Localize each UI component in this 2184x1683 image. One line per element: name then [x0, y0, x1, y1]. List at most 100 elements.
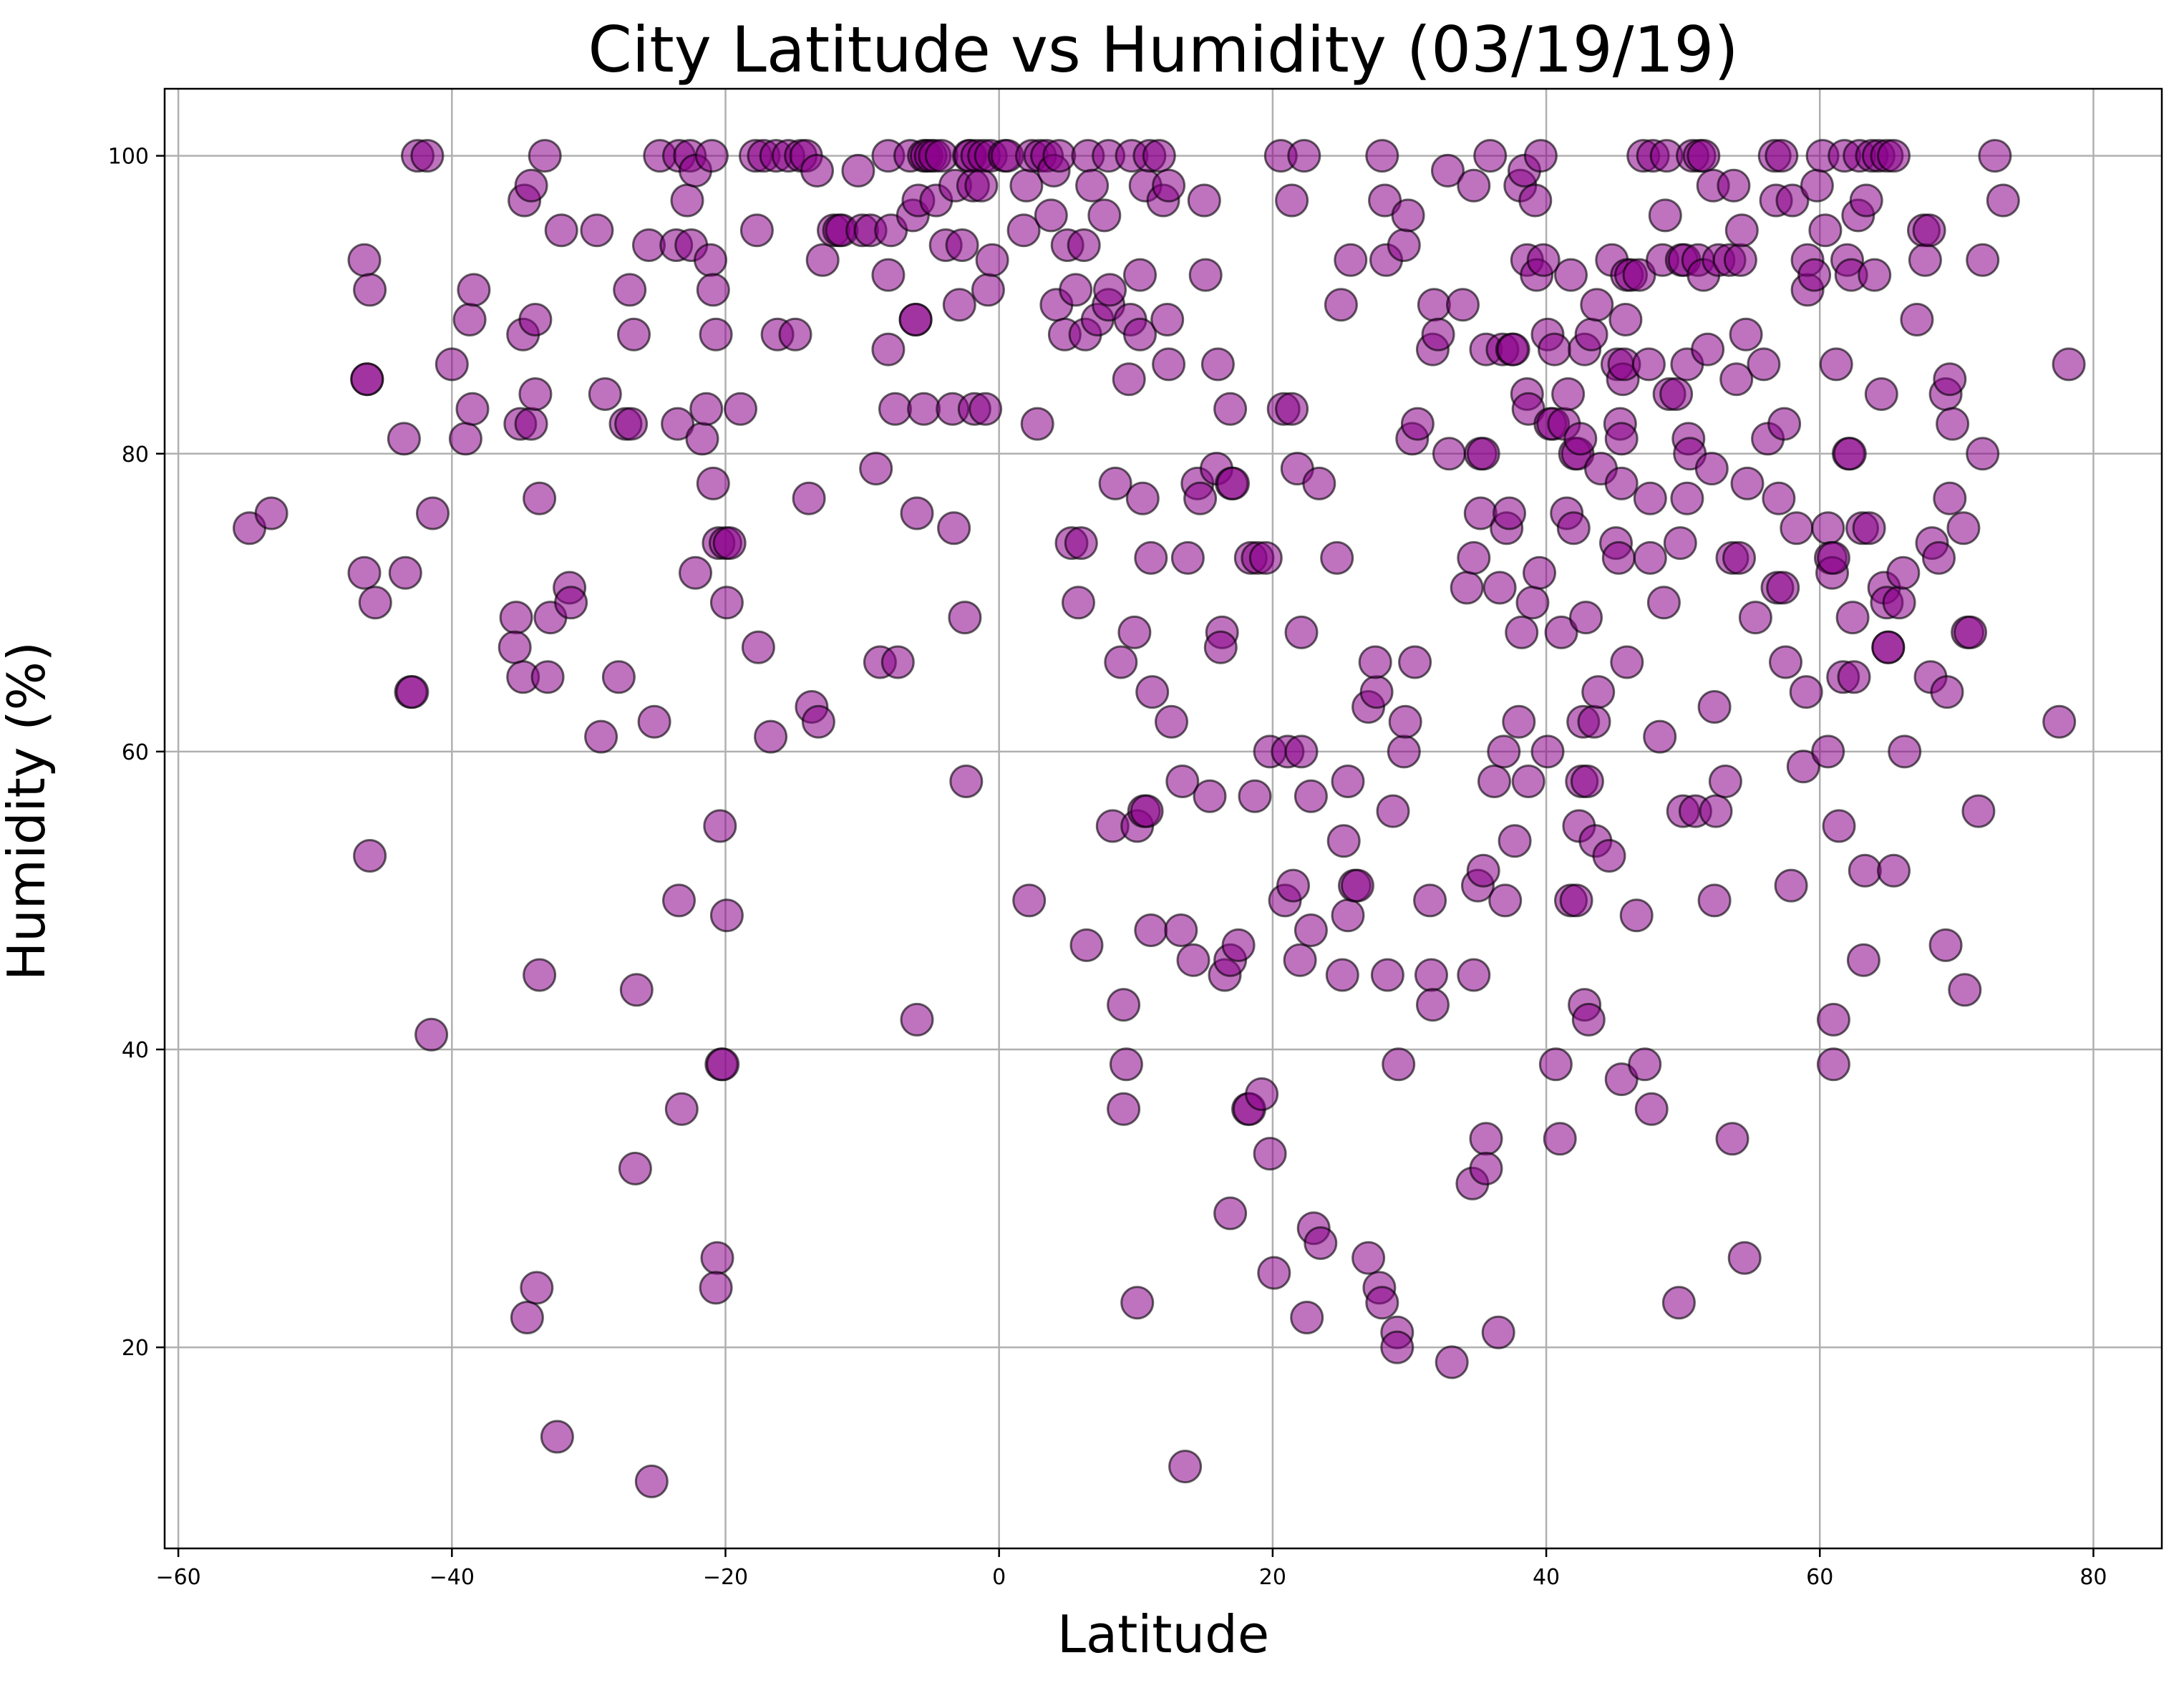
- data-point: [1257, 1256, 1291, 1290]
- data-point: [801, 704, 835, 739]
- data-point: [1358, 645, 1392, 679]
- data-point: [1780, 511, 1814, 545]
- data-point: [1193, 779, 1227, 813]
- data-point: [1488, 883, 1523, 918]
- data-point: [841, 153, 875, 188]
- data-point: [880, 645, 915, 679]
- data-point: [455, 392, 490, 426]
- data-point: [499, 601, 533, 635]
- x-tick-label: −40: [429, 1565, 475, 1590]
- data-point: [1888, 734, 1922, 769]
- data-point: [1164, 913, 1198, 947]
- data-point: [1112, 362, 1146, 397]
- y-tick-label: 80: [122, 442, 149, 467]
- data-point: [945, 228, 979, 262]
- data-point: [350, 362, 384, 397]
- data-point: [1604, 422, 1639, 456]
- data-point: [1580, 288, 1614, 322]
- data-point: [1134, 913, 1168, 947]
- data-point: [1694, 452, 1729, 486]
- data-point: [754, 719, 788, 754]
- data-point: [1833, 437, 1867, 471]
- data-point: [1152, 168, 1186, 203]
- data-point: [689, 392, 724, 426]
- data-point: [1619, 898, 1654, 933]
- data-point: [679, 556, 712, 590]
- data-point: [518, 377, 553, 411]
- data-point: [1563, 422, 1598, 456]
- data-point: [1774, 868, 1808, 903]
- data-point: [670, 183, 704, 218]
- data-point: [1722, 540, 1756, 575]
- data-point: [1012, 883, 1047, 918]
- data-point: [1067, 228, 1101, 262]
- data-point: [617, 317, 651, 351]
- data-point: [1538, 1047, 1573, 1082]
- data-point: [1846, 943, 1880, 977]
- data-point: [1886, 556, 1921, 590]
- data-point: [1601, 540, 1636, 575]
- data-points: [233, 139, 2086, 1498]
- x-tick-label: 60: [1806, 1565, 1833, 1590]
- data-point: [712, 526, 747, 561]
- data-point: [1797, 258, 1832, 292]
- data-point: [584, 719, 618, 754]
- data-point: [1245, 1077, 1279, 1111]
- data-point: [1708, 765, 1742, 798]
- data-point: [1816, 540, 1850, 575]
- data-point: [1493, 496, 1526, 530]
- x-tick-label: 80: [2079, 1565, 2107, 1590]
- data-point: [878, 392, 912, 426]
- data-point: [1730, 466, 1765, 500]
- data-point: [1382, 1047, 1416, 1082]
- data-point: [1697, 690, 1732, 724]
- data-point: [1059, 273, 1093, 307]
- data-point: [1087, 198, 1122, 233]
- data-point: [1253, 1137, 1287, 1171]
- y-tick-label: 20: [122, 1336, 149, 1361]
- data-point: [1858, 258, 1892, 292]
- data-point: [1819, 347, 1853, 382]
- data-point: [1729, 317, 1763, 351]
- data-point: [1398, 645, 1432, 679]
- data-point: [1064, 526, 1098, 561]
- data-point: [498, 630, 532, 664]
- data-point: [2042, 704, 2077, 739]
- data-point: [520, 1271, 554, 1305]
- data-point: [457, 273, 491, 307]
- data-point: [706, 1047, 740, 1082]
- data-point: [1882, 586, 1916, 620]
- data-point: [1221, 928, 1256, 962]
- data-point: [696, 273, 730, 307]
- data-point: [1848, 853, 1882, 888]
- data-point: [1187, 183, 1221, 218]
- data-point: [1511, 765, 1545, 798]
- data-point: [685, 422, 719, 456]
- y-tick-label: 100: [108, 145, 149, 170]
- data-point: [741, 630, 775, 664]
- data-point: [1165, 765, 1200, 798]
- data-point: [1900, 303, 1934, 336]
- data-point: [358, 586, 392, 620]
- data-point: [1646, 586, 1681, 620]
- data-point: [1767, 407, 1802, 441]
- data-point: [1413, 883, 1447, 918]
- data-point: [1200, 347, 1235, 382]
- data-point: [1877, 853, 1911, 888]
- data-point: [514, 168, 548, 203]
- data-point: [1466, 853, 1500, 888]
- data-point: [414, 1017, 449, 1052]
- data-point: [1643, 719, 1677, 754]
- data-point: [1391, 198, 1425, 233]
- data-point: [1431, 153, 1465, 188]
- plot-frame: [163, 87, 2163, 1550]
- data-point: [1608, 303, 1643, 336]
- data-point: [1717, 168, 1751, 203]
- data-point: [1849, 183, 1883, 218]
- data-point: [971, 273, 1005, 307]
- x-tick-label: −60: [155, 1565, 200, 1590]
- data-point: [580, 213, 614, 248]
- data-point: [1724, 213, 1759, 248]
- data-point: [1715, 1122, 1749, 1156]
- data-point: [1766, 571, 1800, 605]
